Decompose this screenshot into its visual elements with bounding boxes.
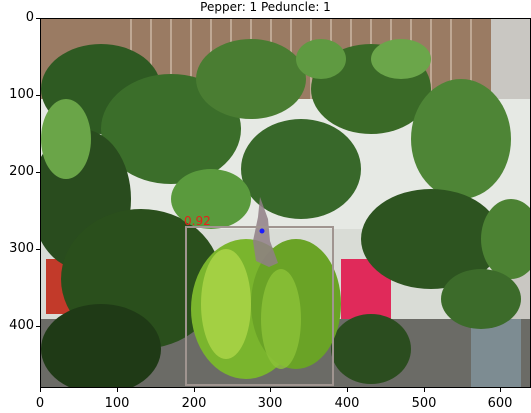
ytick-label: 100 — [9, 87, 34, 102]
peduncle-point — [259, 228, 265, 234]
xtick-label: 200 — [181, 396, 207, 411]
ytick-label: 400 — [9, 318, 34, 333]
xtick-mark — [347, 388, 348, 392]
pepper — [191, 239, 341, 379]
foliage — [41, 39, 530, 387]
xtick-label: 0 — [35, 396, 45, 411]
peduncle-mask — [253, 197, 278, 267]
xtick-mark — [117, 388, 118, 392]
xtick-label: 100 — [104, 396, 130, 411]
ytick-label: 300 — [9, 241, 34, 256]
xtick-mark — [194, 388, 195, 392]
xtick-mark — [424, 388, 425, 392]
cart — [471, 319, 521, 387]
figure-title: Pepper: 1 Peduncle: 1 — [200, 0, 331, 14]
xtick-label: 600 — [487, 396, 513, 411]
pepper-bounding-box — [185, 226, 334, 386]
ytick-mark — [36, 172, 40, 173]
ytick-mark — [36, 95, 40, 96]
xtick-label: 400 — [334, 396, 360, 411]
ytick-label: 0 — [25, 10, 34, 25]
image-plot-area: 0.92 — [40, 18, 531, 388]
ytick-mark — [36, 326, 40, 327]
xtick-label: 500 — [411, 396, 437, 411]
detection-score: 0.92 — [184, 214, 211, 228]
xtick-label: 300 — [257, 396, 283, 411]
ytick-mark — [36, 18, 40, 19]
plant-photo: 0.92 — [41, 19, 530, 387]
ytick-mark — [36, 249, 40, 250]
xtick-mark — [40, 388, 41, 392]
ytick-label: 200 — [9, 164, 34, 179]
xtick-mark — [500, 388, 501, 392]
xtick-mark — [270, 388, 271, 392]
